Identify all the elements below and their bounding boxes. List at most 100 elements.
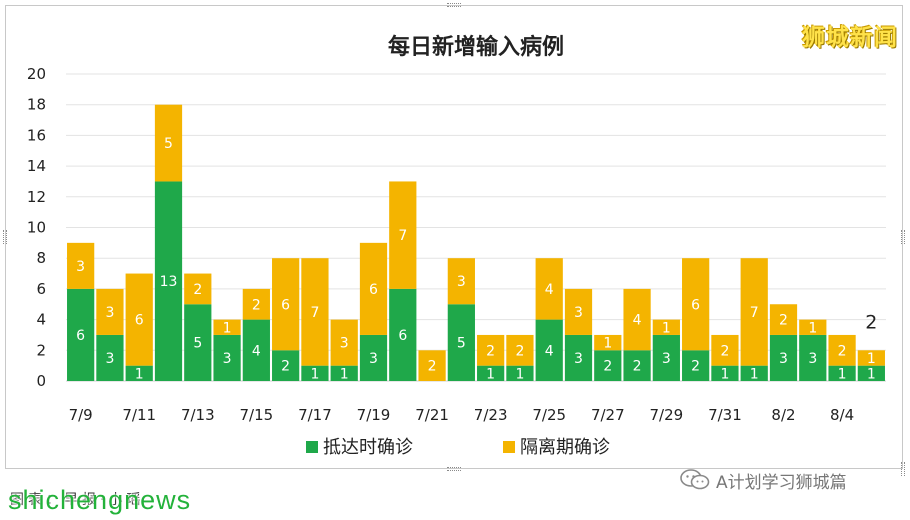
bar-value-label: 3 xyxy=(76,259,85,275)
bar-segment-arrival xyxy=(447,304,475,381)
bar-value-label: 6 xyxy=(398,328,407,344)
bar-value-label: 13 xyxy=(160,274,178,290)
wechat-account-label: A计划学习狮城篇 xyxy=(716,472,847,493)
bar-segment-quarantine xyxy=(389,181,417,289)
resize-handle-right[interactable] xyxy=(901,230,905,244)
bar-segment-arrival xyxy=(594,350,622,381)
bar-segment-arrival xyxy=(799,334,827,381)
bar-value-label: 5 xyxy=(193,336,202,352)
y-tick-label: 2 xyxy=(36,341,46,359)
bar-value-label: 3 xyxy=(223,351,232,367)
y-tick-label: 20 xyxy=(27,65,46,83)
bar-segment-quarantine xyxy=(359,242,388,335)
bar-value-label: 7 xyxy=(398,228,407,244)
bar-value-label: 1 xyxy=(515,366,524,382)
bar-value-label: 1 xyxy=(310,366,319,382)
bar-segment-arrival xyxy=(828,365,856,381)
legend-swatch xyxy=(306,441,318,453)
bar-value-label: 6 xyxy=(691,297,700,313)
bar-segment-arrival xyxy=(389,288,417,381)
bar-value-label: 6 xyxy=(281,297,290,313)
bar-value-label: 2 xyxy=(281,359,290,375)
bar-segment-arrival xyxy=(96,334,124,381)
bar-segment-quarantine xyxy=(272,258,300,351)
bar-segment-arrival xyxy=(623,350,651,381)
bar-value-label: 3 xyxy=(574,305,583,321)
x-tick-label: 7/29 xyxy=(650,406,684,424)
x-tick-label: 7/27 xyxy=(591,406,625,424)
bar-segment-arrival xyxy=(477,365,505,381)
bar-segment-arrival xyxy=(330,365,358,381)
bar-value-label: 2 xyxy=(633,359,642,375)
y-tick-label: 12 xyxy=(27,188,46,206)
legend-label: 抵达时确诊 xyxy=(323,437,413,458)
bar-segment-quarantine xyxy=(828,334,856,366)
footer-caption: 图表：早报·小瑶 xyxy=(10,492,145,508)
bar-segment-quarantine xyxy=(67,242,95,289)
x-tick-label: 7/31 xyxy=(708,406,742,424)
y-tick-label: 6 xyxy=(36,280,46,298)
bar-value-label: 3 xyxy=(369,351,378,367)
bar-segment-arrival xyxy=(711,365,739,381)
bar-segment-quarantine xyxy=(184,273,212,305)
bar-value-label: 6 xyxy=(135,313,144,329)
bar-value-label: 2 xyxy=(779,313,788,329)
bar-value-label: 2 xyxy=(252,297,261,313)
y-tick-label: 16 xyxy=(27,126,46,144)
bar-value-label: 5 xyxy=(164,136,173,152)
brand-badge: 狮城新闻 xyxy=(802,25,898,51)
y-tick-label: 0 xyxy=(36,372,46,390)
bar-segment-quarantine xyxy=(535,258,563,320)
bar-segment-arrival xyxy=(242,319,270,381)
y-tick-label: 8 xyxy=(36,249,46,267)
bar-value-label: 1 xyxy=(750,366,759,382)
bar-segment-quarantine xyxy=(447,258,475,305)
x-tick-label: 7/9 xyxy=(69,406,93,424)
bar-segment-quarantine xyxy=(242,288,270,320)
bar-segment-quarantine xyxy=(652,319,680,335)
bar-segment-arrival xyxy=(535,319,563,381)
bar-value-label: 1 xyxy=(340,366,349,382)
legend-swatch xyxy=(503,441,515,453)
y-tick-label: 4 xyxy=(36,311,46,329)
x-tick-label: 8/4 xyxy=(830,406,854,424)
bar-segment-quarantine xyxy=(154,104,183,182)
x-tick-label: 7/17 xyxy=(298,406,332,424)
bar-value-label: 1 xyxy=(223,320,232,336)
bar-value-label: 3 xyxy=(574,351,583,367)
y-tick-label: 10 xyxy=(27,219,46,237)
bar-value-label: 1 xyxy=(662,320,671,336)
resize-handle-corner[interactable] xyxy=(901,462,905,476)
x-tick-label: 7/23 xyxy=(474,406,508,424)
bar-value-label: 1 xyxy=(838,366,847,382)
x-tick-label: 8/2 xyxy=(771,406,795,424)
resize-handle-top[interactable] xyxy=(447,3,461,7)
bar-segment-quarantine xyxy=(623,288,651,351)
legend-label: 隔离期确诊 xyxy=(520,437,610,458)
wechat-icon xyxy=(680,469,710,490)
bar-segment-quarantine xyxy=(740,258,768,366)
bar-value-label: 1 xyxy=(720,366,729,382)
bar-value-label: 1 xyxy=(808,320,817,336)
bar-segment-quarantine xyxy=(418,350,446,381)
bar-segment-quarantine xyxy=(857,350,885,366)
bar-segment-quarantine xyxy=(301,258,329,366)
resize-handle-left[interactable] xyxy=(3,230,7,244)
bar-value-label: 3 xyxy=(779,351,788,367)
y-tick-label: 14 xyxy=(27,157,46,175)
bar-value-label: 5 xyxy=(457,336,466,352)
wechat-tag: A计划学习狮城篇 xyxy=(680,467,847,493)
annotation-label: 2 xyxy=(865,311,877,333)
bar-segment-arrival xyxy=(184,304,212,381)
bar-value-label: 2 xyxy=(838,343,847,359)
y-tick-label: 18 xyxy=(27,96,46,114)
resize-handle-bottom[interactable] xyxy=(447,467,461,471)
bar-value-label: 1 xyxy=(603,336,612,352)
bar-segment-arrival xyxy=(67,288,95,381)
bar-value-label: 4 xyxy=(545,282,554,298)
bar-value-label: 1 xyxy=(486,366,495,382)
bar-segment-arrival xyxy=(652,334,680,381)
bar-value-label: 6 xyxy=(369,282,378,298)
bar-segment-quarantine xyxy=(213,319,241,335)
